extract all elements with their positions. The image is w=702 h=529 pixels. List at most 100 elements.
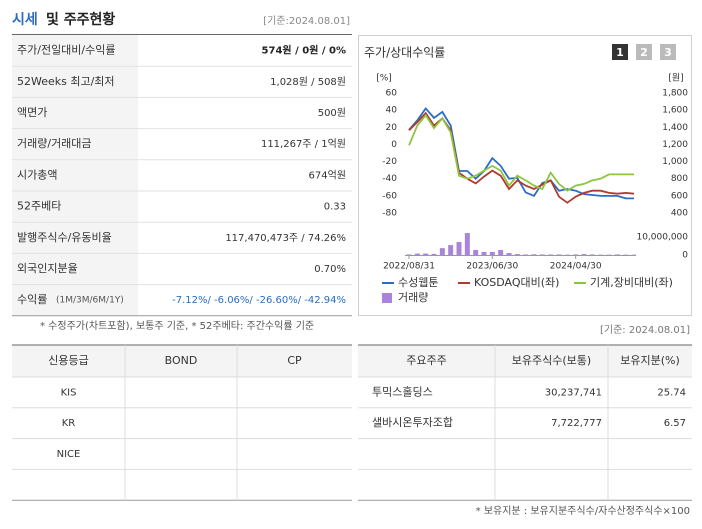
yticks-label: 20 [386,123,398,133]
legend-label: 거래량 [398,291,428,304]
date: [기준:2024.08.01] [263,15,350,27]
holder-percent: 25.74 [657,387,686,398]
rating-agency: NICE [57,449,81,460]
series-line [409,108,634,198]
legend-label: 수성웹툰 [398,276,438,289]
volume-bar [573,254,578,255]
chart-title: 주가/상대수익률 [364,46,445,60]
yticks-label: -40 [382,174,397,184]
y2ticks-label: 400 [671,209,688,219]
row-label: 거래량/거래대금 [17,137,92,150]
series-line [409,113,634,203]
y2-label: [원] [668,73,683,84]
header-cell: CP [287,354,302,367]
title-highlight: 시세 [12,12,38,28]
volume-bar [507,253,512,255]
chart-button-label[interactable]: 3 [664,46,672,59]
series-line [409,115,634,190]
yticks-label: -60 [382,191,397,201]
volume-bar [482,252,487,255]
legend-label: 기계,장비대비(좌) [590,276,673,289]
volume-bar [582,254,587,255]
row-label: 시가총액 [17,168,57,181]
volume-bar [490,252,495,255]
row-value: 111,267주 / 1억원 [261,138,346,150]
row-sublabel: (1M/3M/6M/1Y) [56,296,124,306]
volume-bar [448,245,453,255]
row-value: -7.12%/ -6.06%/ -26.60%/ -42.94% [172,295,346,306]
yticks-label: -80 [382,209,397,219]
row-label: 52주베타 [17,200,61,213]
row-label: 수익률 [17,293,47,306]
header-cell: 보유주식수(보통) [512,354,591,367]
volume-bar [457,242,462,255]
y2ticks-label: 1,800 [662,89,688,99]
row-label: 발행주식수/유동비율 [17,231,112,244]
row-label: 주가/전일대비/수익률 [17,43,116,57]
yticks-label: 0 [391,140,397,150]
row-label: 액면가 [17,106,47,119]
yticks-label: 60 [386,89,398,99]
holder-shares: 30,237,741 [545,387,602,398]
volume-bar [540,254,545,255]
volume-bar [515,254,520,255]
x-tick-label: 2022/08/31 [383,262,435,272]
volume-bar [415,254,420,255]
footnote: * 보유지분 : 보유지분주식수/자수산정주식수×100 [476,505,690,517]
header-cell: 주요주주 [406,354,446,367]
y3ticks-label: 0 [682,251,688,261]
chart-button-label[interactable]: 1 [616,46,624,59]
volume-bar [532,254,537,255]
holder-shares: 7,722,777 [551,418,602,429]
header-cell: BOND [165,354,198,367]
volume-bar [590,254,595,255]
y2ticks-label: 1,000 [662,157,688,167]
header-cell: 신용등급 [48,354,88,367]
row-value: 574원 / 0원 / 0% [262,44,346,57]
legend-swatch [382,293,392,303]
holder-name: 샐바시온투자조합 [372,416,453,429]
row-value: 500원 [318,107,346,119]
volume-bar [498,250,503,255]
volume-bar [432,254,437,255]
row-value: 117,470,473주 / 74.26% [225,233,346,244]
x-tick-label: 2024/04/30 [550,262,602,272]
volume-bar [615,254,620,255]
volume-bar [465,233,470,255]
holders-date: [기준: 2024.08.01] [600,324,690,336]
volume-bar [548,254,553,255]
volume-bar [407,254,412,255]
x-tick-label: 2023/06/30 [466,262,518,272]
y-label: [%] [376,74,392,84]
volume-bar [523,254,528,255]
row-value: 0.70% [314,264,346,275]
y2ticks-label: 1,400 [662,123,688,133]
chart-button-label[interactable]: 2 [640,46,648,59]
header-cell: 보유지분(%) [620,354,680,367]
y3ticks-label: 10,000,000 [636,233,688,243]
volume-bar [440,248,445,255]
legend-label: KOSDAQ대비(좌) [474,276,559,289]
y2ticks-label: 1,200 [662,140,688,150]
y2ticks-label: 1,600 [662,106,688,116]
row-value: 674억원 [309,169,347,181]
row-label: 52Weeks 최고/최저 [17,75,115,88]
volume-bar [473,250,478,255]
y2ticks-label: 600 [671,191,688,201]
rating-agency: KIS [61,387,77,398]
volume-bar [557,254,562,255]
y2ticks-label: 800 [671,174,688,184]
title: 및 주주현황 [46,11,115,28]
yticks-label: -20 [382,157,397,167]
holder-name: 투믹스홀딩스 [372,385,433,398]
row-label: 외국인지분율 [17,262,78,275]
holder-percent: 6.57 [664,418,686,429]
row-value: 1,028원 / 508원 [270,76,346,88]
rating-agency: KR [62,418,76,429]
yticks-label: 40 [386,106,398,116]
volume-bar [423,254,428,255]
chart-frame [359,36,692,316]
note: * 수정주가(차트포함), 보통주 기준, * 52주베타: 주간수익률 기준 [40,320,314,332]
row-value: 0.33 [324,202,346,213]
